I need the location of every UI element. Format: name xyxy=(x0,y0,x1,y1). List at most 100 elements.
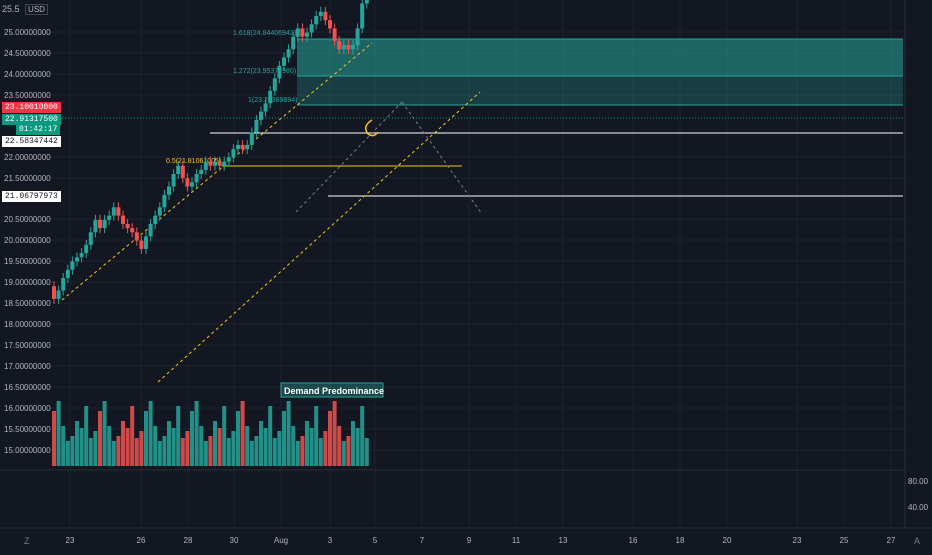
price-tick-label: 19.50000000 xyxy=(4,257,51,266)
time-tick-label: 5 xyxy=(373,536,378,545)
price-tick-label: 20.50000000 xyxy=(4,215,51,224)
volume-bar xyxy=(70,436,75,466)
volume-bar xyxy=(65,441,70,466)
time-tick-label: 7 xyxy=(420,536,425,545)
timezone-icon[interactable]: Z xyxy=(24,536,30,546)
volume-bar xyxy=(240,401,245,466)
time-tick-label: 20 xyxy=(723,536,732,545)
candle-body xyxy=(309,24,314,33)
volume-bar xyxy=(79,428,84,466)
candle-body xyxy=(185,178,190,187)
volume-bar xyxy=(194,401,199,466)
fib-level-label: 1(23.25389894) xyxy=(248,97,297,104)
candle-body xyxy=(102,219,107,229)
volume-bar xyxy=(61,426,66,466)
candle-body xyxy=(332,28,337,41)
price-tick-label: 16.00000000 xyxy=(4,404,51,413)
volume-bar xyxy=(286,401,291,466)
volume-bar xyxy=(167,421,171,466)
price-tick-label: 20.00000000 xyxy=(4,236,51,245)
candle-body xyxy=(341,45,346,50)
volume-bar xyxy=(56,401,61,466)
price-tick-label: 15.00000000 xyxy=(4,446,51,455)
candle-body xyxy=(314,15,319,25)
candle-body xyxy=(65,269,70,279)
price-tick-label: 23.50000000 xyxy=(4,91,51,100)
volume-bar xyxy=(125,428,130,466)
auto-scale-icon[interactable]: A xyxy=(913,536,920,546)
candle-body xyxy=(171,174,176,187)
volume-bar xyxy=(236,411,240,466)
candle-body xyxy=(88,232,93,245)
volume-bar xyxy=(208,436,213,466)
volume-bar xyxy=(52,411,56,466)
candle-body xyxy=(111,207,116,216)
volume-bar xyxy=(180,438,185,466)
price-tick-label: 19.00000000 xyxy=(4,278,51,287)
candle-body xyxy=(167,186,171,195)
time-tick-label: 26 xyxy=(137,536,146,545)
volume-bar xyxy=(259,421,263,466)
volume-bar xyxy=(268,406,273,466)
volume-bar xyxy=(153,426,158,466)
currency-badge[interactable]: USD xyxy=(25,4,48,15)
candle-body xyxy=(79,253,84,258)
volume-bar xyxy=(328,411,332,466)
candle-body xyxy=(254,119,259,133)
candle-body xyxy=(139,240,144,249)
volume-bar xyxy=(199,426,204,466)
candle-body xyxy=(180,165,185,179)
volume-bar xyxy=(185,431,190,466)
volume-bar xyxy=(291,426,296,466)
annotation-box xyxy=(280,382,384,398)
volume-bar xyxy=(318,438,323,466)
time-tick-label: 3 xyxy=(328,536,333,545)
time-tick-label: 11 xyxy=(512,536,521,545)
price-tick-label: 21.50000000 xyxy=(4,174,51,183)
time-tick-label: Aug xyxy=(274,536,288,545)
volume-bar xyxy=(249,441,254,466)
candle-body xyxy=(300,28,305,37)
volume-bar xyxy=(176,406,181,466)
volume-bar xyxy=(203,441,208,466)
candle-body xyxy=(323,11,328,21)
channel-lower xyxy=(157,91,481,383)
candle-body xyxy=(355,28,360,46)
candle-body xyxy=(240,144,245,150)
candle-body xyxy=(318,11,323,16)
candle-body xyxy=(351,45,355,50)
volume-tick-label: 40.00 xyxy=(908,503,929,512)
volume-bar xyxy=(93,431,98,466)
candle-body xyxy=(176,165,181,175)
volume-bar xyxy=(300,436,305,466)
level-b-tag: 22.58347442 xyxy=(2,136,61,147)
candle-body xyxy=(213,161,217,166)
price-tick-label: 15.50000000 xyxy=(4,425,51,434)
time-tick-label: 27 xyxy=(887,536,896,545)
volume-bar xyxy=(272,438,277,466)
candle-body xyxy=(282,57,286,66)
candle-body xyxy=(337,40,342,50)
price-tick-label: 18.00000000 xyxy=(4,320,51,329)
time-tick-label: 25 xyxy=(840,536,849,545)
fib-level-label: 0.5(21.81061005) xyxy=(166,158,221,165)
candle-body xyxy=(305,32,309,37)
volume-bar xyxy=(314,406,319,466)
time-tick-label: 23 xyxy=(793,536,802,545)
candle-body xyxy=(259,111,263,120)
level-c-tag: 21.06797973 xyxy=(2,191,61,202)
price-tick-label: 22.00000000 xyxy=(4,153,51,162)
candle-body xyxy=(236,144,240,150)
candle-body xyxy=(295,28,300,37)
candle-body xyxy=(364,0,369,4)
candle-body xyxy=(199,169,204,175)
price-tick-label: 24.00000000 xyxy=(4,70,51,79)
volume-bar xyxy=(190,411,194,466)
volume-bar xyxy=(323,431,328,466)
volume-bar xyxy=(277,431,282,466)
volume-bar xyxy=(226,438,231,466)
volume-bar xyxy=(337,426,342,466)
price-tick-label: 16.50000000 xyxy=(4,383,51,392)
